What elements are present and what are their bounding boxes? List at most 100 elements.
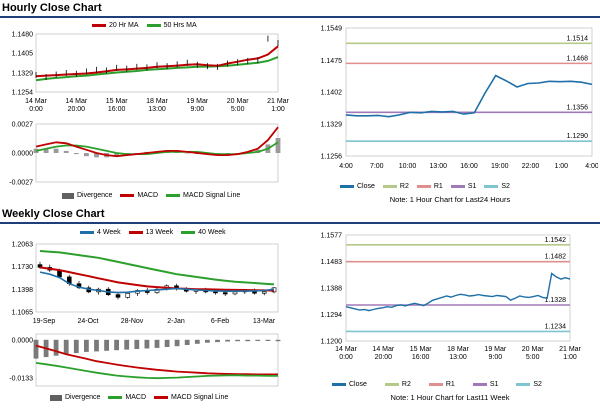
weekly-pivot-close-line	[345, 272, 571, 312]
hourly-price-xtick-time-0: 0:00	[29, 106, 43, 113]
legend-w-macd: MACD	[108, 394, 146, 401]
legend-r2-label: R2	[399, 183, 409, 190]
weekly-section-rule	[0, 222, 600, 224]
legend-40week-label: 40 Week	[198, 229, 226, 236]
weekly-divergence-bar-6	[94, 339, 99, 352]
hourly-pivot-xtick-6: 22:00	[522, 163, 540, 170]
weekly-price-ytick-0: 1.2063	[12, 242, 34, 249]
legend-macd: MACD	[120, 192, 158, 199]
weekly-40wk-line	[39, 250, 275, 286]
weekly-pivot-xtick-time-2: 16:00	[412, 354, 430, 361]
legend-s1-swatch	[450, 185, 465, 188]
hourly-macd-ytick-2: -0.0027	[9, 180, 33, 187]
weekly-candle-body-9	[125, 292, 131, 298]
weekly-price-ytick-1: 1.1730	[12, 264, 34, 271]
hourly-divergence-bar-3	[63, 150, 69, 153]
weekly-pivot-xtick-date-3: 18 Mar	[447, 346, 469, 353]
hourly-macd-chart: 0.0027 0.0000 -0.0027	[9, 122, 281, 187]
weekly-pivot-chart: 1.1577 1.1483 1.1388 1.1294 1.1200 1.1542 1.14…	[321, 233, 582, 362]
legend-w-r2-label: R2	[401, 381, 411, 388]
legend-w-s2-swatch	[516, 383, 531, 386]
weekly-divergence-bar-12	[154, 339, 160, 348]
legend-s1-label: S1	[467, 183, 477, 190]
weekly-4wk-line	[39, 271, 275, 294]
weekly-pivot-xtick-date-5: 20 Mar	[522, 346, 544, 353]
legend-ma20-label: 20 Hr MA	[109, 22, 139, 29]
weekly-pivot-xtick-time-3: 13:00	[449, 354, 467, 361]
legend-w-divergence: Divergence	[50, 394, 100, 401]
legend-r1: R1	[416, 183, 443, 190]
legend-13week: 13 Week	[128, 229, 174, 236]
hourly-macd-line	[35, 126, 279, 158]
weekly-pivot-xtick-time-6: 1:00	[563, 354, 577, 361]
weekly-section-title: Weekly Close Chart	[2, 208, 105, 220]
hourly-macd-ytick-0: 0.0027	[12, 122, 34, 129]
hourly-divergence-bar-2	[53, 148, 59, 153]
hourly-price-xtick-date-6: 21 Mar	[267, 98, 289, 105]
hourly-pivot-ytick-4: 1.1256	[321, 154, 343, 161]
weekly-pivot-ytick-0: 1.1577	[321, 233, 343, 240]
weekly-pivot-xtick-time-5: 5:00	[526, 354, 540, 361]
legend-w-divergence-swatch	[50, 394, 62, 401]
weekly-divergence-bar-5	[84, 339, 89, 352]
hourly-pivot-xtick-8: 4:00	[585, 163, 598, 170]
weekly-divergence-bar-19	[225, 339, 230, 342]
legend-13week-label: 13 Week	[145, 229, 174, 236]
weekly-level-s2-label: 1.1234	[545, 323, 567, 330]
legend-close-label: Close	[357, 183, 375, 190]
weekly-divergence-bar-24	[275, 339, 281, 342]
legend-macd-label: MACD	[137, 192, 159, 199]
hourly-price-xtick-time-1: 20:00	[68, 106, 86, 113]
weekly-macd-chart: 0.0000 -0.0133	[9, 333, 281, 387]
legend-close: Close	[340, 183, 375, 190]
hourly-pivot-xtick-3: 13:00	[429, 163, 447, 170]
weekly-divergence-bar-23	[265, 339, 271, 341]
hourly-level-s2-label: 1.1290	[567, 133, 589, 140]
weekly-level-r2-label: 1.1542	[545, 237, 567, 244]
legend-w-close-label: Close	[349, 381, 367, 388]
hourly-pivot-xtick-1: 7:00	[370, 163, 384, 170]
hourly-section-title: Hourly Close Chart	[2, 2, 102, 14]
legend-s2: S2	[484, 183, 510, 190]
hourly-price-ytick-2: 1.1329	[12, 70, 34, 77]
legend-w-signal-swatch	[154, 396, 169, 399]
hourly-pivot-ytick-0: 1.1549	[321, 26, 343, 33]
hourly-price-xtick-time-2: 16:00	[108, 106, 126, 113]
legend-13week-swatch	[128, 231, 143, 234]
weekly-macd-line	[35, 362, 278, 380]
legend-ma50-label: 50 Hrs MA	[163, 22, 197, 29]
weekly-pivot-frame	[345, 234, 571, 342]
legend-ma20-swatch	[92, 24, 106, 27]
hourly-pivot-ytick-2: 1.1402	[321, 90, 343, 97]
weekly-divergence-bar-13	[164, 339, 170, 347]
legend-w-r2-swatch	[384, 383, 399, 386]
legend-r2: R2	[382, 183, 409, 190]
hourly-price-xtick-date-1: 14 Mar	[65, 98, 87, 105]
legend-divergence-label: Divergence	[77, 192, 113, 199]
legend-4week-label: 4 Week	[97, 229, 121, 236]
hourly-price-xtick-date-0: 14 Mar	[25, 98, 47, 105]
legend-s2-label: S2	[501, 183, 510, 190]
legend-signal-label: MACD Signal Line	[183, 192, 241, 199]
legend-ma50: 50 Hrs MA	[146, 22, 197, 29]
legend-w-signal: MACD Signal Line	[154, 394, 228, 401]
weekly-pivot-xtick-date-4: 19 Mar	[484, 346, 506, 353]
weekly-price-xtick-0: 19-Sep	[33, 318, 56, 325]
weekly-pivot-xtick-time-1: 20:00	[375, 354, 393, 361]
legend-w-s1-swatch	[472, 383, 487, 386]
weekly-pivot-xtick-date-6: 21 Mar	[559, 346, 581, 353]
weekly-candle-body-8	[115, 294, 121, 298]
weekly-signal-line	[35, 344, 278, 376]
hourly-price-ytick-1: 1.1405	[12, 51, 34, 58]
weekly-macd-legend: Divergence MACD MACD Signal Line	[50, 394, 228, 401]
weekly-divergence-bar-4	[73, 339, 79, 354]
weekly-candle-body-23	[261, 291, 267, 294]
legend-s1: S1	[450, 183, 477, 190]
hourly-price-xtick-date-5: 20 Mar	[227, 98, 249, 105]
hourly-price-xtick-time-6: 1:00	[271, 106, 285, 113]
hourly-pivot-note: Note: 1 Hour Chart for Last24 Hours	[389, 195, 511, 204]
legend-w-s1: S1	[472, 381, 498, 388]
legend-w-macd-swatch	[108, 396, 123, 399]
hourly-divergence-bar-5	[84, 153, 89, 157]
